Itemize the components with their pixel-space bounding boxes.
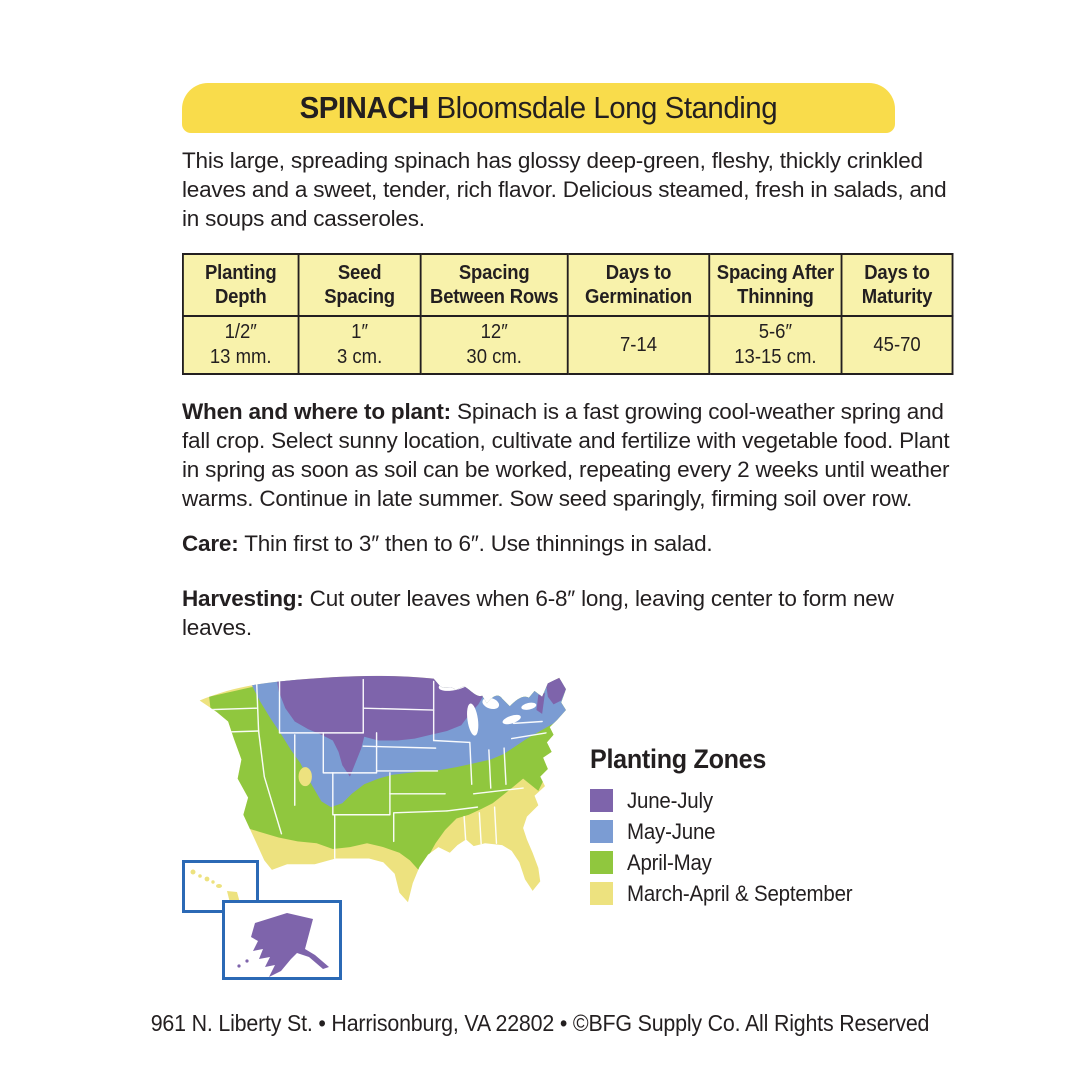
planting-info-table: Planting Depth Seed Spacing Spacing Betw…: [182, 253, 954, 375]
table-header-spacing-after-thinning: Spacing After Thinning: [708, 253, 843, 317]
page-title-cultivar: Bloomsdale Long Standing: [428, 90, 778, 125]
table-header-spacing-between-rows: Spacing Between Rows: [419, 253, 569, 317]
table-header-seed-spacing: Seed Spacing: [297, 253, 422, 317]
footer-address-copyright: 961 N. Liberty St. • Harrisonburg, VA 22…: [150, 1010, 930, 1036]
table-value-days-to-germination: 7-14: [566, 315, 711, 375]
table-value-row: 1/2″ 13 mm. 1″ 3 cm. 12″ 30 cm. 7-14 5-6…: [182, 315, 954, 375]
aleutian-island-2: [237, 964, 241, 968]
description-paragraph: This large, spreading spinach has glossy…: [182, 148, 947, 231]
page-title: SPINACH Bloomsdale Long Standing: [300, 83, 778, 133]
when-where-label: When and where to plant:: [182, 399, 451, 424]
table-header-planting-depth: Planting Depth: [182, 253, 300, 317]
table-header-days-to-maturity: Days to Maturity: [840, 253, 954, 317]
utah-yellow-patch: [298, 767, 312, 787]
legend-label-may-june: May-June: [627, 818, 716, 844]
us-mainland-map: [199, 675, 566, 903]
table-value-spacing-between-rows: 12″ 30 cm.: [419, 315, 569, 375]
title-banner: SPINACH Bloomsdale Long Standing: [182, 83, 895, 133]
harvesting-text: Cut outer leaves when 6-8″ long, leaving…: [182, 586, 894, 640]
legend-swatch-june-july: [590, 789, 613, 812]
legend-label-march-april-september: March-April & September: [627, 880, 853, 906]
zone-june-july-region: [275, 675, 493, 777]
legend-swatch-may-june: [590, 820, 613, 843]
legend-row-june-july: June-July: [590, 785, 869, 816]
care-text: Thin first to 3″ then to 6″. Use thinnin…: [244, 531, 713, 556]
care-paragraph: Care: Thin first to 3″ then to 6″. Use t…: [182, 529, 954, 558]
page-title-variety: SPINACH: [299, 90, 430, 125]
legend-row-may-june: May-June: [590, 816, 869, 847]
legend-swatch-april-may: [590, 851, 613, 874]
planting-info-table-wrap: Planting Depth Seed Spacing Spacing Betw…: [182, 253, 954, 375]
table-value-spacing-after-thinning: 5-6″ 13-15 cm.: [708, 315, 843, 375]
legend-swatch-march-april-september: [590, 882, 613, 905]
harvesting-paragraph: Harvesting: Cut outer leaves when 6-8″ l…: [182, 584, 954, 642]
legend-items: June-July May-June April-May March-April…: [590, 785, 869, 909]
when-where-paragraph: When and where to plant: Spinach is a fa…: [182, 397, 954, 513]
aleutian-island-1: [245, 959, 249, 963]
legend-label-june-july: June-July: [627, 787, 713, 813]
legend-row-april-may: April-May: [590, 847, 869, 878]
hawaii-islands: [190, 869, 240, 903]
alaska-inset: [222, 900, 342, 980]
alaska-map: [237, 913, 329, 977]
table-value-seed-spacing: 1″ 3 cm.: [297, 315, 422, 375]
harvesting-label: Harvesting:: [182, 586, 304, 611]
zone-june-july-maine: [545, 677, 566, 705]
table-header-days-to-germination: Days to Germination: [566, 253, 711, 317]
legend-title: Planting Zones: [590, 744, 767, 774]
legend-label-april-may: April-May: [627, 849, 712, 875]
table-value-days-to-maturity: 45-70: [840, 315, 954, 375]
care-label: Care:: [182, 531, 239, 556]
zone-june-july-vermont: [536, 692, 545, 714]
alaska-shape: [251, 913, 329, 977]
table-value-planting-depth: 1/2″ 13 mm.: [182, 315, 300, 375]
planting-zones-legend: Planting Zones June-July May-June April-…: [590, 744, 869, 909]
when-where-text: Spinach is a fast growing cool-weather s…: [182, 399, 950, 511]
planting-zones-map-group: Planting Zones June-July May-June April-…: [180, 666, 920, 996]
legend-row-march-april-september: March-April & September: [590, 878, 869, 909]
table-header-row: Planting Depth Seed Spacing Spacing Betw…: [182, 253, 954, 317]
